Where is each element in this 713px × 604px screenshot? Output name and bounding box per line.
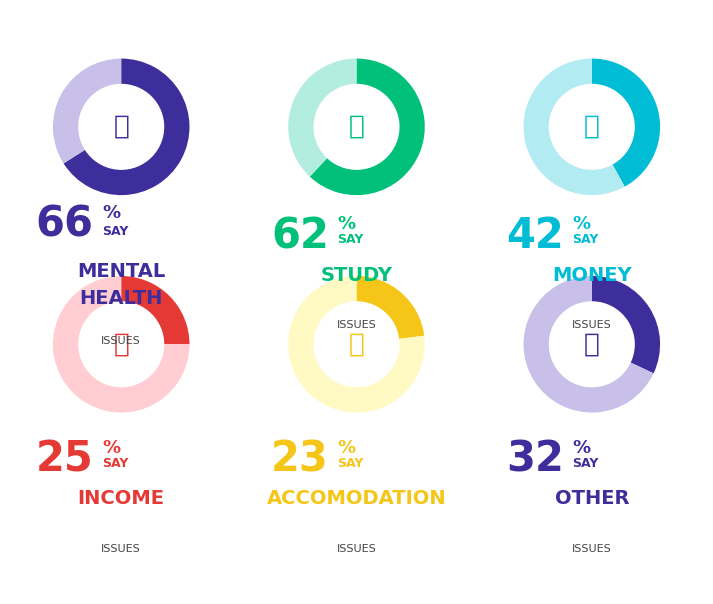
Text: 👥: 👥 [584, 331, 600, 358]
Text: SAY: SAY [102, 225, 128, 239]
Text: ISSUES: ISSUES [101, 544, 141, 554]
Text: 62: 62 [271, 215, 329, 257]
Text: SAY: SAY [337, 233, 364, 246]
Text: %: % [102, 439, 120, 457]
Wedge shape [63, 59, 190, 195]
Text: ISSUES: ISSUES [572, 320, 612, 330]
Text: ACCOMODATION: ACCOMODATION [267, 489, 446, 508]
Circle shape [314, 85, 399, 169]
Text: MENTAL: MENTAL [77, 262, 165, 281]
Text: 25: 25 [36, 439, 93, 481]
Wedge shape [121, 276, 190, 344]
Text: SAY: SAY [573, 457, 599, 470]
Wedge shape [592, 276, 660, 373]
Wedge shape [288, 59, 356, 176]
Wedge shape [523, 59, 625, 195]
Text: INCOME: INCOME [78, 489, 165, 508]
Text: 66: 66 [36, 204, 93, 246]
Text: 💴: 💴 [113, 331, 129, 358]
Wedge shape [53, 276, 190, 413]
Text: ISSUES: ISSUES [337, 320, 376, 330]
Text: %: % [337, 439, 355, 457]
Text: SAY: SAY [102, 457, 128, 470]
Wedge shape [523, 276, 654, 413]
Text: %: % [573, 215, 590, 233]
Text: 🏠: 🏠 [349, 331, 364, 358]
Wedge shape [53, 59, 121, 164]
Wedge shape [288, 276, 425, 413]
Text: ISSUES: ISSUES [101, 336, 141, 345]
Text: 💷: 💷 [584, 114, 600, 140]
Text: ISSUES: ISSUES [337, 544, 376, 554]
Circle shape [314, 302, 399, 387]
Text: ISSUES: ISSUES [572, 544, 612, 554]
Wedge shape [309, 59, 425, 195]
Text: SAY: SAY [337, 457, 364, 470]
Text: SAY: SAY [573, 233, 599, 246]
Circle shape [550, 302, 634, 387]
Text: %: % [573, 439, 590, 457]
Wedge shape [356, 276, 424, 339]
Text: %: % [337, 215, 355, 233]
Circle shape [550, 85, 634, 169]
Text: 23: 23 [271, 439, 329, 481]
Text: MONEY: MONEY [552, 266, 632, 284]
Text: %: % [102, 204, 120, 222]
Wedge shape [592, 59, 660, 187]
Text: 32: 32 [506, 439, 564, 481]
Text: 42: 42 [506, 215, 564, 257]
Text: STUDY: STUDY [321, 266, 392, 284]
Circle shape [79, 302, 163, 387]
Text: OTHER: OTHER [555, 489, 629, 508]
Text: 🎓: 🎓 [349, 114, 364, 140]
Text: 🧠: 🧠 [113, 114, 129, 140]
Circle shape [79, 85, 163, 169]
Text: HEALTH: HEALTH [80, 289, 163, 308]
